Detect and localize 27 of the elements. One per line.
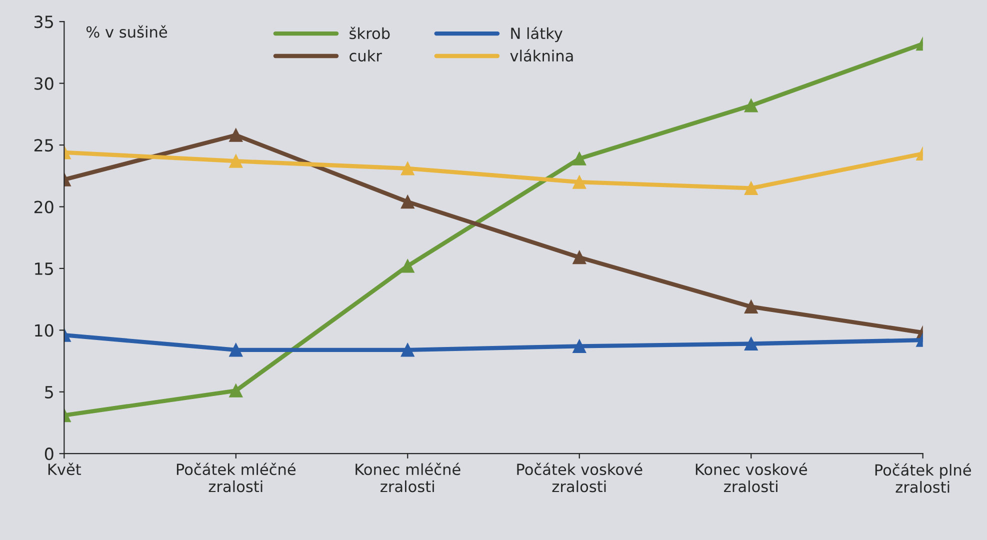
- legend-label: škrob: [350, 26, 390, 40]
- x-tick-label: Počátek voskové zralosti: [517, 462, 642, 492]
- x-tick-label: Konec voskové zralosti: [696, 462, 807, 492]
- legend-label: vláknina: [510, 49, 573, 62]
- point: [572, 339, 586, 353]
- y-tick-label: 25: [34, 138, 53, 152]
- point: [572, 250, 586, 264]
- y-axis-title: % v sušině: [86, 25, 168, 38]
- x-tick-label: Konec mléčné zralosti: [356, 462, 460, 492]
- point: [572, 175, 586, 189]
- x-tick-label: Počátek plné zralosti: [875, 463, 971, 493]
- point: [400, 343, 414, 357]
- y-tick-label: 30: [34, 77, 54, 90]
- x-tick-label: Počátek mléčné zralosti: [176, 462, 296, 492]
- legend-label: N látky: [511, 26, 562, 42]
- x-tick-label: Květ: [48, 462, 82, 476]
- legend-label: cukr: [350, 50, 382, 62]
- y-tick-label: 0: [44, 448, 54, 460]
- y-tick-label: 35: [34, 16, 53, 28]
- point: [400, 162, 414, 176]
- point: [400, 259, 414, 273]
- point: [400, 195, 414, 209]
- y-tick-label: 15: [35, 262, 53, 276]
- y-tick-label: 20: [34, 200, 54, 214]
- point: [572, 152, 586, 166]
- y-tick-label: 5: [45, 386, 53, 398]
- y-tick-label: 10: [35, 324, 54, 337]
